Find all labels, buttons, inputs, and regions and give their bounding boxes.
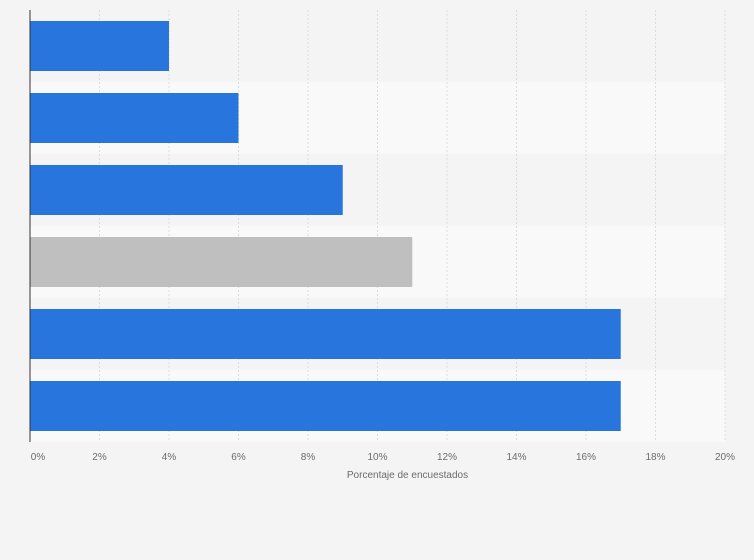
x-tick-label: 20% bbox=[715, 452, 735, 463]
bar bbox=[30, 93, 239, 143]
x-tick-label: 16% bbox=[576, 452, 596, 463]
x-tick-label: 4% bbox=[162, 452, 177, 463]
x-axis-title: Porcentaje de encuestados bbox=[347, 470, 468, 481]
x-tick-label: 10% bbox=[367, 452, 387, 463]
x-tick-label: 12% bbox=[437, 452, 457, 463]
x-tick-label: 0% bbox=[31, 452, 46, 463]
x-tick-label: 18% bbox=[645, 452, 665, 463]
x-tick-label: 8% bbox=[301, 452, 316, 463]
x-tick-label: 2% bbox=[92, 452, 107, 463]
x-tick-labels: 0% 2% 4% 6% 8% 10% 12% 14% 16% 18% 20% bbox=[31, 452, 735, 463]
gridlines bbox=[99, 10, 726, 442]
bar bbox=[30, 165, 343, 215]
x-tick-label: 14% bbox=[506, 452, 526, 463]
bars bbox=[30, 21, 621, 431]
bar bbox=[30, 237, 413, 287]
bar bbox=[30, 21, 169, 71]
bar bbox=[30, 381, 621, 431]
bar bbox=[30, 309, 621, 359]
x-tick-label: 6% bbox=[231, 452, 246, 463]
